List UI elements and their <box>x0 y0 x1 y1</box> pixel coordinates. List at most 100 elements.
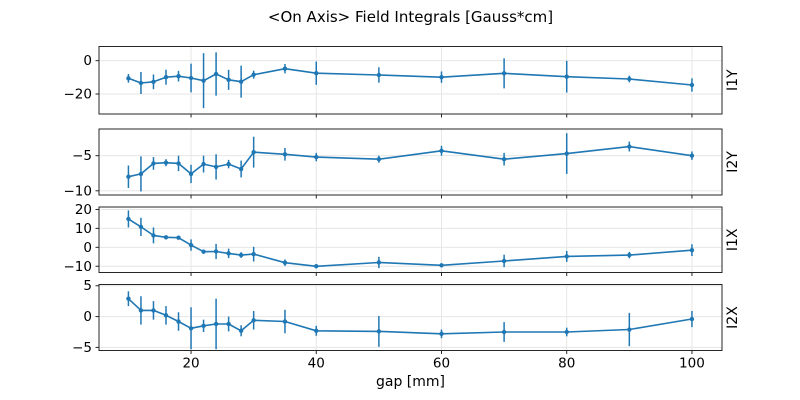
subplot-i2x: 5 0 −5 20 40 60 80 100 I2X <box>72 278 741 371</box>
subplot-label-i1y: I1Y <box>725 69 741 91</box>
data-point <box>689 247 695 253</box>
data-point <box>213 164 219 170</box>
data-point <box>251 149 256 155</box>
data-point <box>126 216 131 222</box>
data-point <box>439 74 444 80</box>
data-point <box>376 72 382 78</box>
data-point <box>163 235 169 240</box>
data-point <box>314 264 319 269</box>
data-point <box>163 74 169 80</box>
markers-i1y <box>126 66 695 88</box>
y-tick-label: −10 <box>64 183 93 199</box>
data-point <box>213 321 219 327</box>
data-point <box>282 66 288 71</box>
data-point <box>226 321 231 327</box>
data-line-i2y <box>128 145 693 178</box>
y-tick-label: −20 <box>64 87 93 103</box>
data-point <box>251 251 256 257</box>
data-point <box>213 249 219 254</box>
data-point <box>176 73 181 79</box>
data-point <box>251 72 256 77</box>
y-tick-label: −5 <box>72 340 92 356</box>
data-point <box>188 75 194 81</box>
markers-i2y <box>126 144 695 179</box>
x-axis-label: gap [mm] <box>375 374 445 390</box>
data-point <box>201 249 206 254</box>
data-point <box>314 70 319 76</box>
data-point <box>163 160 169 165</box>
data-point <box>213 71 219 77</box>
data-point <box>501 156 507 162</box>
y-tick-label: −5 <box>72 148 92 164</box>
data-point <box>126 296 131 301</box>
data-point <box>564 151 569 156</box>
data-point <box>201 323 206 329</box>
subplot-i2y: −5 −10 I2Y <box>64 128 741 199</box>
data-point <box>201 161 206 167</box>
data-line-i1y <box>128 67 692 86</box>
x-tick-label: 40 <box>308 356 325 372</box>
errorbars-i1x <box>127 210 693 269</box>
data-point <box>627 76 632 82</box>
axes-spines <box>98 46 723 115</box>
axes-spines <box>98 284 723 351</box>
data-point <box>627 252 632 258</box>
markers-i1x <box>126 216 695 269</box>
x-tick-label: 20 <box>182 356 199 372</box>
data-point <box>188 171 194 177</box>
data-point <box>151 308 156 313</box>
data-point <box>564 329 569 335</box>
data-point <box>238 166 244 172</box>
subplot-label-i1x: I1X <box>725 228 741 251</box>
errorbars-i2y <box>127 133 693 192</box>
data-point <box>238 252 244 258</box>
data-point <box>564 74 569 79</box>
data-point <box>238 328 244 333</box>
data-point <box>188 242 194 248</box>
data-point <box>201 78 206 83</box>
data-point <box>376 329 382 334</box>
x-tick-label: 60 <box>433 356 450 372</box>
data-point <box>188 326 194 331</box>
data-point <box>138 224 144 230</box>
data-point <box>282 152 288 157</box>
x-tick-label: 100 <box>679 356 705 372</box>
data-point <box>226 77 231 83</box>
subplot-i1x: 20 10 0 −10 I1X <box>64 202 741 276</box>
data-point <box>376 156 382 162</box>
data-line-i1x <box>127 218 692 268</box>
data-point <box>282 319 288 324</box>
subplot-label-i2x: I2X <box>725 306 741 329</box>
data-point <box>238 79 244 84</box>
data-point <box>151 79 156 85</box>
data-point <box>439 263 444 268</box>
data-point <box>126 76 131 81</box>
y-tick-label: 10 <box>75 221 92 237</box>
data-point <box>176 319 181 324</box>
markers-i2x <box>126 296 695 337</box>
subplot-label-i2y: I2Y <box>725 151 741 173</box>
data-point <box>439 148 444 153</box>
data-point <box>163 313 169 318</box>
data-point <box>689 316 695 322</box>
data-point <box>226 161 231 167</box>
data-point <box>439 331 444 337</box>
data-point <box>176 161 181 166</box>
data-point <box>314 154 319 160</box>
y-tick-label: 20 <box>75 202 92 218</box>
y-tick-label: 0 <box>83 240 92 256</box>
data-point <box>138 171 144 177</box>
data-point <box>564 254 569 259</box>
y-tick-label: 0 <box>83 53 92 69</box>
data-point <box>501 329 507 335</box>
data-point <box>689 153 695 158</box>
data-point <box>176 235 181 240</box>
chart-title: <On Axis> Field Integrals [Gauss*cm] <box>267 8 554 26</box>
y-tick-label: 5 <box>83 278 92 294</box>
data-point <box>282 260 288 265</box>
data-point <box>627 144 632 149</box>
data-point <box>226 251 231 256</box>
data-point <box>138 308 144 313</box>
errorbars-i2x <box>127 291 693 350</box>
